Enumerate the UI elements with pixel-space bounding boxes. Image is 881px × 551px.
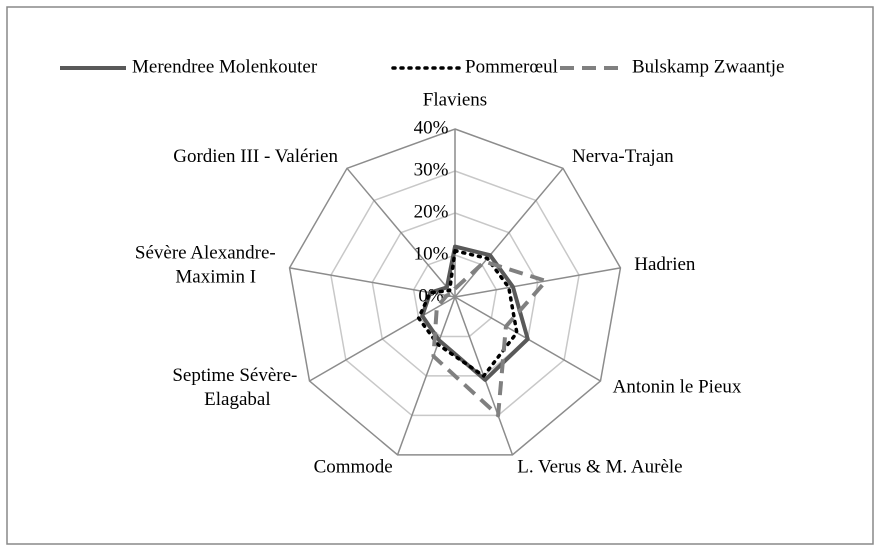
category-label: Septime Sévère-Elagabal [172,365,297,410]
legend-label: Merendree Molenkouter [132,56,318,77]
category-label: L. Verus & M. Aurèle [517,456,682,477]
category-label: Hadrien [634,254,696,275]
tick-label: 40% [414,117,449,138]
category-label: Gordien III - Valérien [173,146,338,167]
series-line [416,249,519,378]
spoke [346,167,456,298]
spoke [289,267,456,298]
series-line [431,259,548,418]
spoke [454,267,621,298]
category-label: Nerva-Trajan [572,146,674,167]
grid-ring [330,170,580,417]
grid-ring [412,254,498,338]
series-line [420,244,530,382]
legend-label: Pommerœul [465,56,558,77]
tick-label: 30% [414,159,449,180]
chart-frame [6,6,874,545]
category-label: Antonin le Pieux [613,376,742,397]
spoke [309,296,456,382]
spoke [454,167,564,298]
category-label: Sévère Alexandre-Maximin I [135,243,276,288]
tick-label: 10% [414,243,449,264]
category-label: Commode [314,456,393,477]
legend-label: Bulskamp Zwaantje [632,56,785,77]
tick-label: 20% [414,201,449,222]
category-label: Flaviens [423,89,487,110]
spoke [396,296,456,456]
grid-ring [288,128,622,456]
